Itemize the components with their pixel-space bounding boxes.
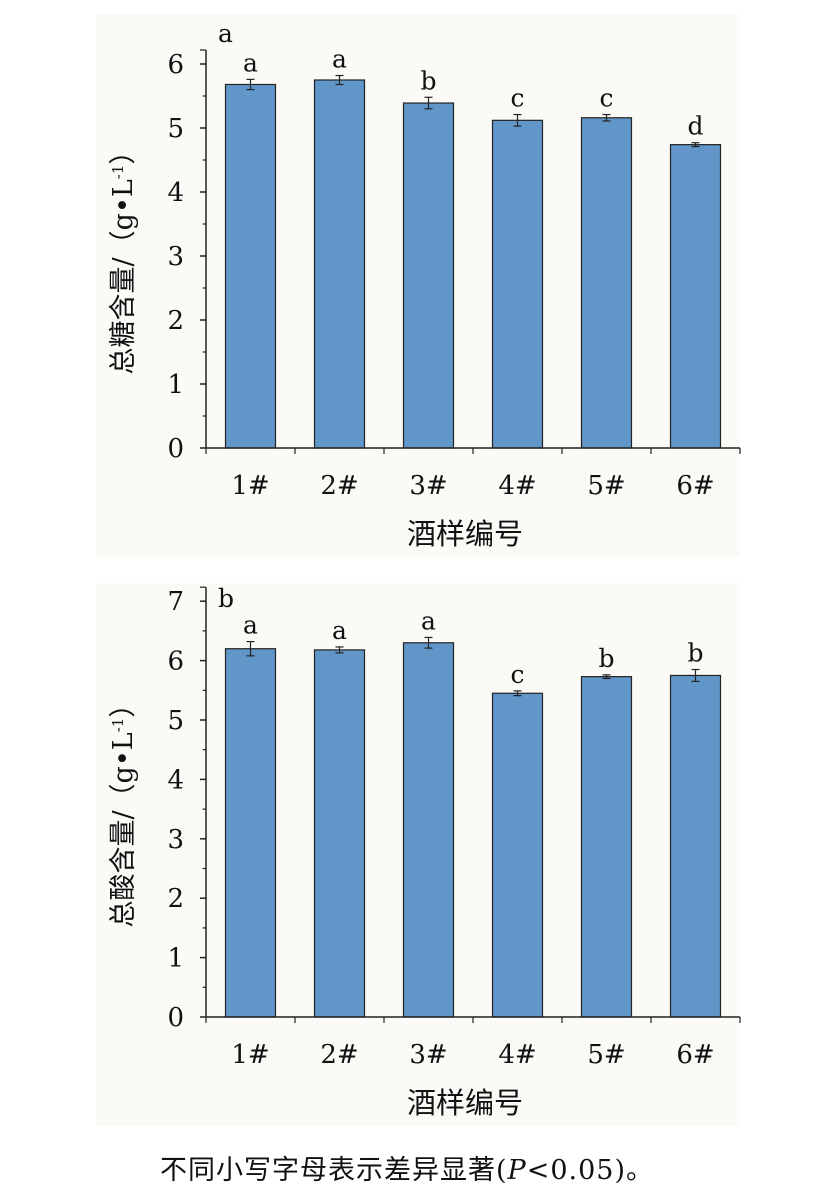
caption-text-after: <0.05)。 <box>526 1155 654 1186</box>
significance-letter: c <box>510 660 524 689</box>
total-sugar-bar-chart: aa1#a2#b3#c4#c5#d6#0123456酒样编号总糖含量/（g•L-… <box>108 19 741 551</box>
y-tick-label: 0 <box>167 1003 184 1033</box>
bar <box>224 83 277 449</box>
y-axis-title: 总糖含量/（g•L-1） <box>108 138 139 375</box>
significance-letter: d <box>687 112 703 141</box>
significance-letter: a <box>421 606 436 635</box>
x-tick-label: 5# <box>587 471 625 501</box>
x-axis-title: 酒样编号 <box>407 517 523 551</box>
y-tick-label: 1 <box>167 944 184 974</box>
y-tick-label: 3 <box>167 825 184 855</box>
bar <box>491 119 544 449</box>
significance-letter: c <box>599 84 613 113</box>
y-tick-label: 2 <box>167 306 184 336</box>
x-tick-label: 6# <box>676 1040 714 1070</box>
bar <box>224 648 277 1018</box>
bar <box>669 144 722 449</box>
x-tick-label: 5# <box>587 1040 625 1070</box>
significance-letter: b <box>598 644 614 673</box>
x-tick-label: 3# <box>409 471 447 501</box>
chart-panel-a: a a 1# a 2# b 3# c 4# c 5# d 6# 0 1 2 3 4 5 6 酒样编号 总糖含量/（g•L-… <box>96 14 741 557</box>
x-tick-label: 4# <box>498 471 536 501</box>
y-tick-label: 4 <box>167 765 184 795</box>
y-tick-label: 3 <box>167 242 184 272</box>
bar <box>580 117 633 449</box>
significance-letter: a <box>332 616 347 645</box>
bar <box>313 79 366 449</box>
significance-letter: c <box>510 84 524 113</box>
chart-panel-b: b a 1# a 2# a 3# c 4# b 5# b 6# 0 1 2 3 4 5 6 7 酒样编号 总酸含量/（g•L… <box>96 583 741 1126</box>
x-tick-label: 2# <box>320 471 358 501</box>
bar <box>313 649 366 1018</box>
y-tick-label: 5 <box>167 706 184 736</box>
y-tick-label: 5 <box>167 114 184 144</box>
panel-label: b <box>218 584 234 613</box>
x-axis-title: 酒样编号 <box>407 1086 523 1120</box>
x-tick-label: 2# <box>320 1040 358 1070</box>
total-acid-bar-chart: ba1#a2#a3#c4#b5#b6#01234567酒样编号总酸含量/（g•L… <box>108 584 741 1120</box>
significance-letter: a <box>332 45 347 74</box>
significance-letter: b <box>687 639 703 668</box>
figure-caption: 不同小写字母表示差异显著(P<0.05)。 <box>0 1148 814 1187</box>
x-tick-label: 1# <box>231 1040 269 1070</box>
y-tick-label: 6 <box>167 50 184 80</box>
y-tick-label: 1 <box>167 370 184 400</box>
bar <box>402 642 455 1018</box>
x-tick-label: 6# <box>676 471 714 501</box>
y-tick-label: 2 <box>167 884 184 914</box>
bar <box>580 676 633 1018</box>
bar <box>491 692 544 1018</box>
y-tick-label: 0 <box>167 434 184 464</box>
bar <box>402 102 455 449</box>
significance-letter: a <box>243 611 258 640</box>
significance-letter: b <box>420 66 436 95</box>
y-axis-title: 总酸含量/（g•L-1） <box>108 691 139 928</box>
bar <box>669 674 722 1018</box>
y-tick-label: 7 <box>167 587 184 617</box>
caption-p-symbol: P <box>507 1155 527 1186</box>
x-tick-label: 4# <box>498 1040 536 1070</box>
panel-label: a <box>218 19 233 48</box>
caption-text-before: 不同小写字母表示差异显著( <box>160 1155 508 1186</box>
y-tick-label: 6 <box>167 647 184 677</box>
significance-letter: a <box>243 48 258 77</box>
x-tick-label: 3# <box>409 1040 447 1070</box>
x-tick-label: 1# <box>231 471 269 501</box>
y-tick-label: 4 <box>167 178 184 208</box>
